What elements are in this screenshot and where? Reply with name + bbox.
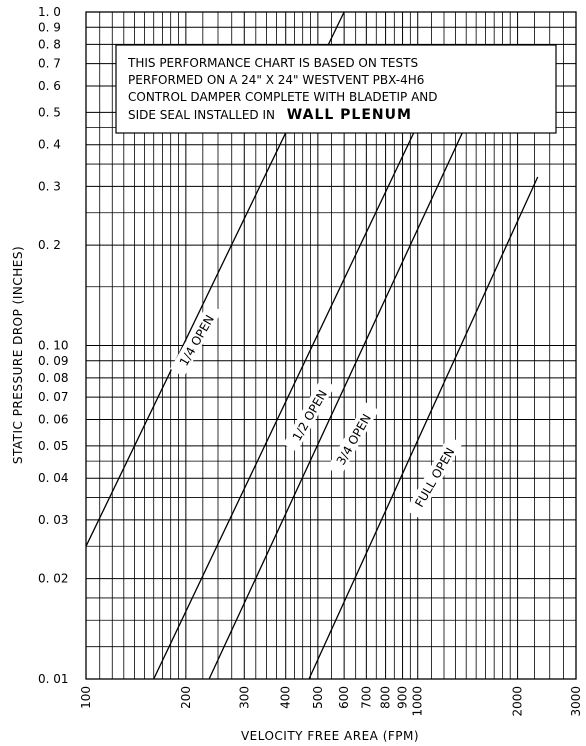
x-tick-label: 900 (396, 686, 410, 709)
x-tick-label: 100 (79, 686, 93, 709)
curve-1-2-open (153, 124, 419, 680)
note-line-1: THIS PERFORMANCE CHART IS BASED ON TESTS (127, 56, 418, 70)
y-tick-label: 0. 03 (38, 513, 69, 527)
y-tick-label: 0. 8 (38, 37, 61, 51)
curve-label-quarter: 1/4 OPEN (177, 313, 217, 369)
y-tick-label: 0. 9 (38, 20, 61, 34)
label-bg-half (283, 378, 335, 452)
x-tick-label: 1000 (411, 686, 425, 717)
curve-full-open (308, 176, 539, 680)
note-emphasis: WALL PLENUM (287, 107, 412, 123)
x-tick-labels: 100 200 300 400 500 600 700 800 900 1000 2000 3000 (79, 686, 583, 717)
y-tick-label: 0. 4 (38, 138, 61, 152)
y-tick-labels: 0. 01 0. 02 0. 03 0. 04 0. 05 0. 06 0. 07 0. 08… (38, 5, 69, 686)
y-tick-label: 0. 06 (38, 412, 69, 426)
y-tick-label: 0. 02 (38, 572, 69, 586)
x-tick-label: 500 (311, 686, 325, 709)
y-tick-label: 1. 0 (38, 5, 61, 19)
plot-frame (85, 11, 577, 680)
curve-labels: 1/4 OPEN 1/2 OPEN 3/4 OPEN FULL OPEN (170, 303, 463, 519)
note-line-3: CONTROL DAMPER COMPLETE WITH BLADETIP AN… (128, 90, 438, 104)
y-tick-label: 0. 01 (38, 672, 69, 686)
y-tick-label: 0. 10 (38, 339, 69, 353)
curve-label-full: FULL OPEN (412, 445, 457, 509)
curve-label-half: 1/2 OPEN (290, 388, 330, 444)
y-tick-label: 0. 2 (38, 238, 61, 252)
x-tick-label: 700 (359, 686, 373, 709)
y-tick-label: 0. 07 (38, 390, 69, 404)
label-bg-quarter (170, 303, 222, 377)
curve-3-4-open (208, 124, 467, 680)
note-box: THIS PERFORMANCE CHART IS BASED ON TESTS… (115, 44, 557, 134)
x-tick-label: 800 (379, 686, 393, 709)
label-bg-three-quarter (327, 402, 379, 476)
y-tick-label: 0. 05 (38, 439, 69, 453)
label-bg-full (405, 435, 463, 519)
x-tick-label: 3000 (569, 686, 583, 717)
x-tick-label: 600 (337, 686, 351, 709)
y-tick-label: 0. 7 (38, 57, 61, 71)
y-tick-label: 0. 08 (38, 371, 69, 385)
y-tick-label: 0. 3 (38, 179, 61, 193)
x-tick-label: 2000 (511, 686, 525, 717)
x-tick-label: 400 (279, 686, 293, 709)
y-tick-label: 0. 6 (38, 79, 61, 93)
y-axis-title: STATIC PRESSURE DROP (INCHES) (11, 246, 25, 464)
note-frame (115, 44, 557, 134)
note-line-4-text: SIDE SEAL INSTALLED IN (128, 108, 275, 122)
y-tick-label: 0. 04 (38, 471, 69, 485)
y-tick-label: 0. 09 (38, 354, 69, 368)
note-line-2: PERFORMED ON A 24" X 24" WESTVENT PBX-4H… (128, 73, 424, 87)
y-tick-label: 0. 5 (38, 105, 61, 119)
x-tick-label: 200 (179, 686, 193, 709)
note-line-4: SIDE SEAL INSTALLED IN WALL PLENUM (128, 107, 412, 123)
x-axis-title: VELOCITY FREE AREA (FPM) (241, 729, 419, 743)
x-tick-label: 300 (237, 686, 251, 709)
